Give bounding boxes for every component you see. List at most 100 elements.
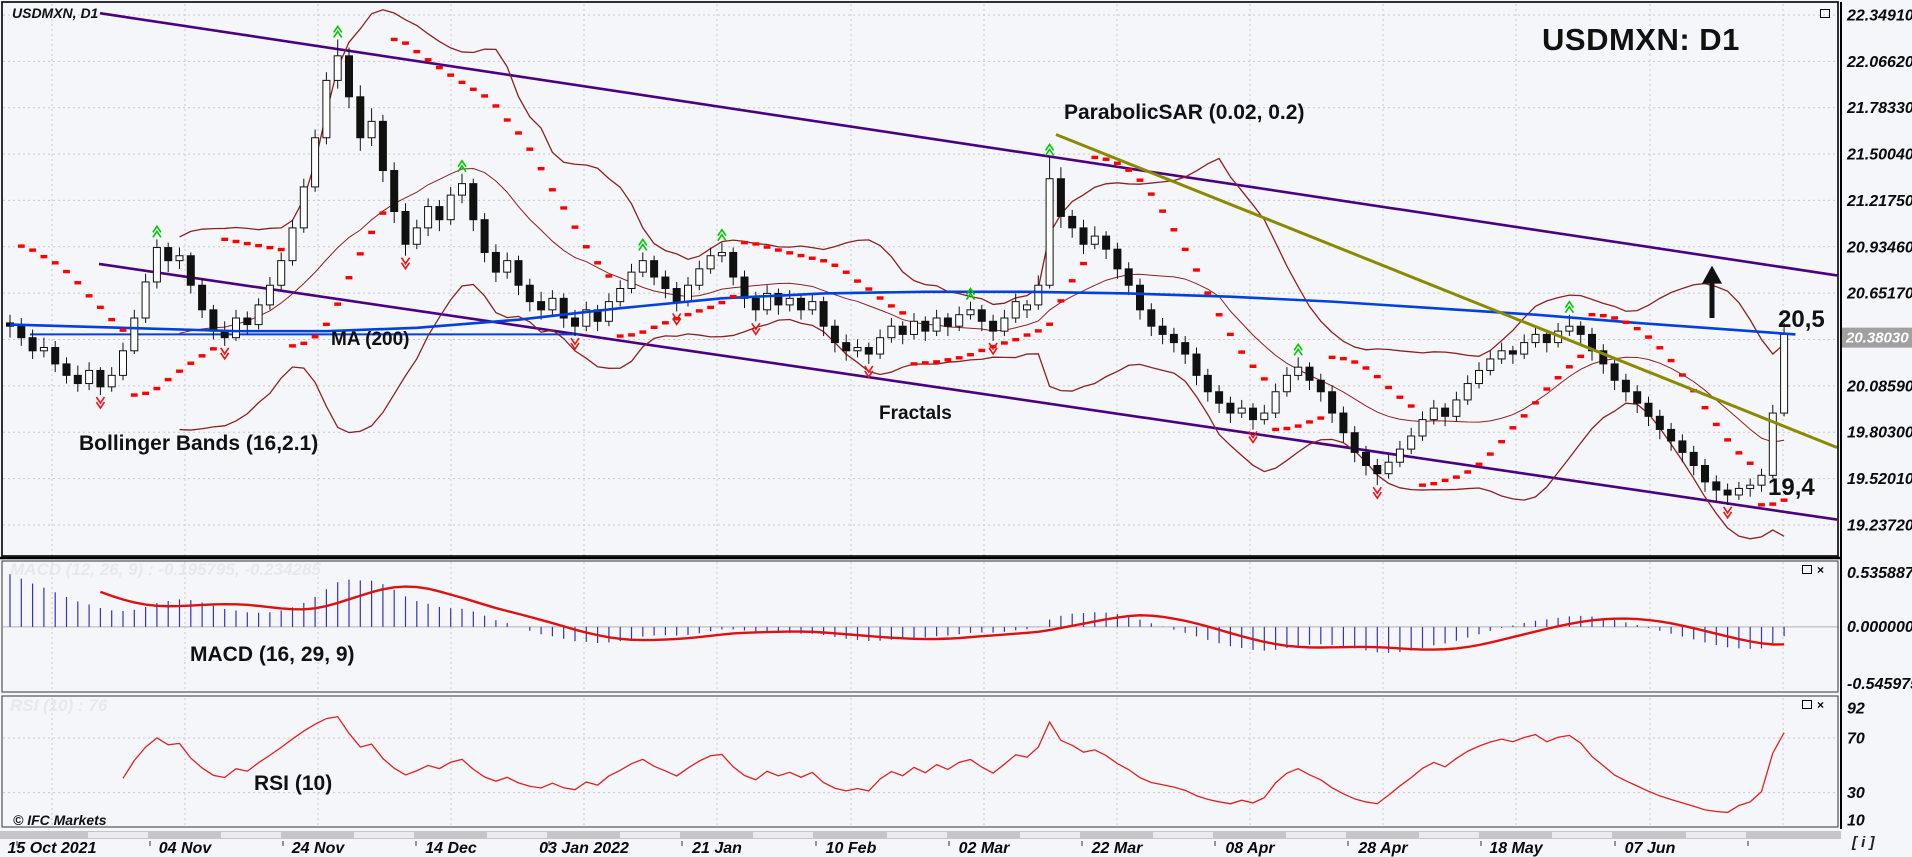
candle-body — [977, 309, 986, 322]
candle-body — [853, 347, 862, 352]
current-price-label: 20.38030 — [1845, 330, 1909, 347]
macd-tick-label: 0.535887 — [1847, 565, 1912, 582]
sar-dot — [311, 335, 319, 339]
trendline[interactable] — [1055, 133, 1838, 449]
sar-dot — [695, 309, 703, 313]
candle-body — [1158, 325, 1167, 335]
sar-dot — [413, 49, 421, 54]
sar-dot — [594, 261, 601, 265]
candle-body — [717, 251, 726, 257]
candle-body — [1576, 325, 1585, 335]
scrollbar-notch — [887, 832, 947, 838]
scrollbar-notch — [620, 832, 680, 838]
macd-status-text: MACD (12, 26, 9) : -0.195795, -0.234285 — [10, 560, 321, 579]
fractal-up-icon — [457, 159, 467, 173]
date-tick-label[interactable]: 02 Mar — [959, 840, 1010, 857]
fractal-down-icon — [220, 347, 230, 361]
sar-dot — [1532, 401, 1539, 405]
sar-dot — [402, 41, 409, 45]
sar-dot — [1453, 475, 1460, 479]
sar-dot — [944, 358, 952, 362]
candle-body — [1034, 284, 1043, 306]
sar-dot — [1611, 316, 1618, 320]
fractal-down-icon — [1722, 506, 1733, 520]
fractal-up-icon — [638, 238, 648, 251]
candle-body — [876, 337, 885, 355]
sar-dot — [368, 230, 375, 235]
macd-restore-icon[interactable] — [1802, 565, 1812, 574]
fractal-up-icon — [965, 287, 976, 301]
parabolic-sar-label: ParabolicSAR (0.02, 0.2) — [1064, 101, 1305, 124]
sar-dot — [108, 317, 116, 322]
rsi-restore-icon[interactable] — [1802, 700, 1812, 709]
fractal-down-icon — [1372, 486, 1382, 500]
sar-dot — [424, 58, 432, 62]
candle-body — [932, 317, 941, 332]
candle-body — [1226, 402, 1235, 414]
candle-body — [130, 317, 139, 352]
up-arrow-annotation[interactable] — [1709, 281, 1715, 319]
date-tick-label[interactable]: 15 Oct 2021 — [8, 840, 97, 857]
sar-dot — [492, 104, 500, 108]
date-tick-label[interactable]: 10 Feb — [826, 840, 877, 857]
sar-dot — [933, 360, 940, 364]
main-plot[interactable] — [6, 9, 1796, 540]
scrollbar-notch — [221, 832, 281, 838]
candle-body — [1757, 474, 1766, 486]
price-tick-label: 19.23720 — [1847, 517, 1912, 534]
sar-dot — [1385, 385, 1392, 390]
sar-dot — [865, 287, 873, 291]
candle-body — [638, 260, 647, 273]
sar-dot — [842, 270, 850, 274]
date-tick-label[interactable]: 08 Apr — [1225, 840, 1275, 857]
candle-body — [729, 251, 738, 278]
date-tick-label[interactable]: 18 May — [1489, 840, 1543, 857]
candle-body — [51, 347, 60, 365]
sar-dot — [797, 253, 805, 258]
macd-close-icon[interactable]: × — [1817, 562, 1825, 577]
rsi-plot[interactable] — [122, 715, 1785, 814]
sar-dot — [1227, 332, 1234, 337]
date-tick-label[interactable]: 24 Nov — [291, 840, 346, 857]
sar-dot — [1238, 350, 1246, 354]
sar-dot — [639, 330, 647, 334]
restore-icon[interactable] — [1820, 9, 1830, 18]
sar-dot — [1554, 376, 1562, 380]
date-tick-label[interactable]: 04 Nov — [159, 840, 213, 857]
sar-dot — [1701, 405, 1709, 410]
candle-body — [842, 342, 851, 352]
date-tick-label[interactable]: 22 Mar — [1091, 840, 1143, 857]
date-tick-label[interactable]: 21 Jan — [691, 840, 742, 857]
macd-plot[interactable] — [9, 574, 1785, 653]
date-tick-label[interactable]: 03 Jan 2022 — [539, 840, 629, 857]
symbol-period-label: USDMXN, D1 — [12, 5, 99, 21]
sar-dot — [684, 312, 692, 317]
sar-dot — [85, 294, 93, 298]
rsi-close-icon[interactable]: × — [1817, 697, 1825, 712]
candle-body — [955, 314, 964, 327]
date-tick-label[interactable]: 28 Apr — [1357, 840, 1408, 857]
info-button[interactable]: [ i ] — [1852, 834, 1875, 851]
date-tick-label[interactable]: 07 Jun — [1625, 840, 1676, 857]
sar-dot — [1724, 438, 1731, 442]
fractal-down-icon — [751, 322, 761, 336]
price-tick-label: 21.50040 — [1846, 147, 1912, 164]
sar-dot — [390, 37, 398, 42]
candle-body — [1384, 461, 1393, 475]
scrollbar-notch — [1020, 832, 1080, 838]
candle-body — [367, 120, 376, 139]
date-tick-label[interactable]: 14 Dec — [425, 840, 477, 857]
sar-dot — [334, 302, 342, 306]
sar-dot — [763, 245, 771, 249]
bollinger-label: Bollinger Bands (16,2.1) — [79, 432, 319, 455]
sar-dot — [1215, 313, 1223, 317]
candle-body — [898, 325, 907, 335]
candle-body — [152, 247, 161, 283]
trendline[interactable] — [99, 11, 1838, 277]
fractal-down-icon — [1248, 431, 1258, 444]
trendline[interactable] — [98, 262, 1838, 521]
sar-dot — [1475, 462, 1483, 466]
sar-dot — [447, 73, 455, 77]
sar-dot — [1419, 483, 1426, 487]
